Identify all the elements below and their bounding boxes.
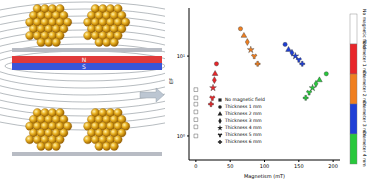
svg-text:Magnetism (mT): Magnetism (mT) — [244, 173, 285, 180]
svg-text:No magnetic field: No magnetic field — [362, 9, 367, 49]
svg-text:10¹: 10¹ — [177, 53, 185, 59]
svg-text:EF: EF — [168, 78, 174, 84]
html-text:Thickness 2 mm: Thickness 2 mm — [225, 110, 262, 116]
svg-text:0: 0 — [194, 163, 197, 169]
svg-text:10⁰: 10⁰ — [177, 133, 185, 139]
svg-text:100: 100 — [260, 163, 270, 169]
svg-text:200: 200 — [328, 163, 338, 169]
svg-text:Diameter 4 mm: Diameter 4 mm — [362, 131, 367, 167]
html-text:Thickness 4 mm: Thickness 4 mm — [225, 124, 262, 130]
html-text:Thickness 6 mm: Thickness 6 mm — [225, 138, 262, 144]
svg-text:Diameter 1 mm: Diameter 1 mm — [362, 41, 367, 77]
html-text:Thickness 5 mm: Thickness 5 mm — [225, 131, 262, 137]
svg-text:50: 50 — [227, 163, 233, 169]
svg-text:S: S — [82, 63, 86, 70]
html-text:Thickness 3 mm: Thickness 3 mm — [225, 117, 262, 123]
svg-text:N: N — [82, 56, 87, 63]
svg-text:Diameter 3 mm: Diameter 3 mm — [362, 101, 367, 137]
svg-text:150: 150 — [294, 163, 304, 169]
svg-text:Diameter 2 mm: Diameter 2 mm — [362, 71, 367, 107]
html-text:Thickness 1 mm: Thickness 1 mm — [225, 103, 262, 109]
html-text:No magnetic field: No magnetic field — [225, 96, 265, 102]
